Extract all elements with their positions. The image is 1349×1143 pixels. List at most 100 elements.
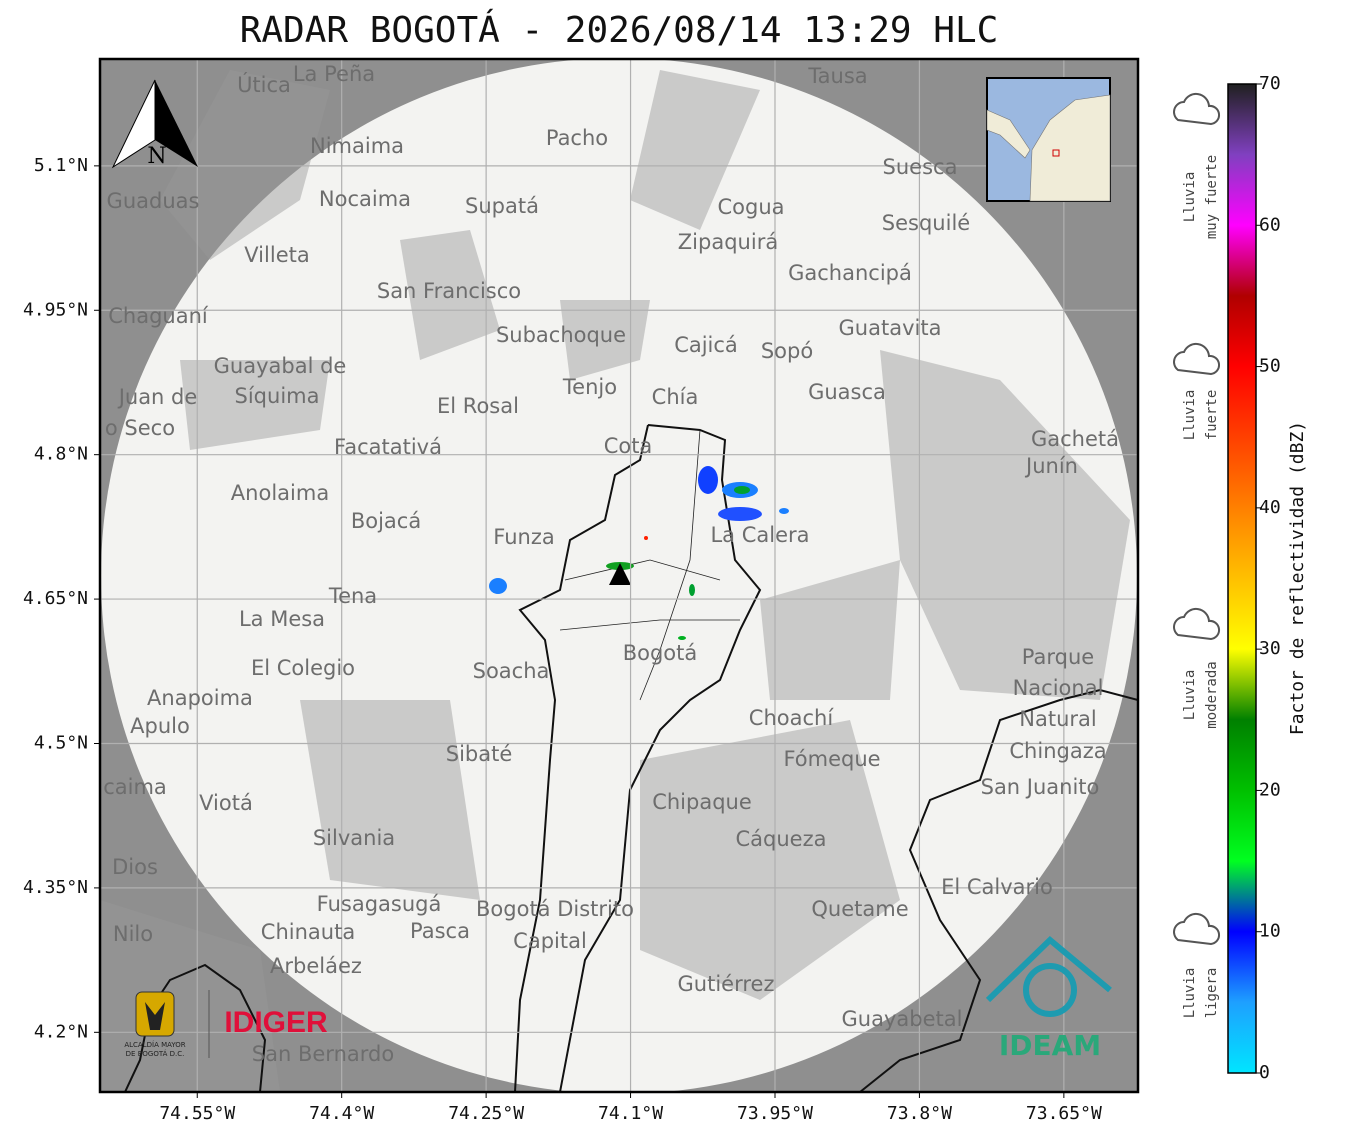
colorbar-tick-label: 40 <box>1259 497 1281 518</box>
alcaldia-line: DE BOGOTÁ D.C. <box>126 1049 185 1058</box>
place-label: Tausa <box>807 64 867 88</box>
colorbar-tick-label: 60 <box>1259 214 1281 235</box>
rain-label: muy fuerte <box>1204 155 1220 239</box>
place-label: La Peña <box>293 62 375 86</box>
place-label: Tena <box>328 584 377 608</box>
x-tick-label: 74.1°W <box>598 1103 663 1124</box>
place-label: Bogotá <box>623 641 698 665</box>
place-label: Nilo <box>113 922 153 946</box>
place-label: Nacional <box>1013 676 1104 700</box>
rain-label: ligera <box>1204 968 1220 1019</box>
colorbar-label: Factor de reflectividad (dBZ) <box>1287 421 1308 735</box>
place-label: Sesquilé <box>882 211 970 235</box>
place-label: Suesca <box>883 155 958 179</box>
alcaldia-logo: ALCALDÍA MAYOR DE BOGOTÁ D.C. IDIGER <box>124 990 328 1058</box>
place-label: Síquima <box>235 384 320 408</box>
place-label: Guaduas <box>107 189 200 213</box>
y-tick-label: 4.2°N <box>34 1021 88 1042</box>
place-label: Nocaima <box>319 187 411 211</box>
place-label: Silvania <box>313 826 395 850</box>
place-label: Villeta <box>244 243 309 267</box>
place-label: Viotá <box>199 791 253 815</box>
place-label: Parque <box>1022 645 1094 669</box>
rain-label: Lluvia <box>1182 670 1198 721</box>
y-tick-label: 4.95°N <box>23 299 88 320</box>
place-label: Funza <box>493 525 554 549</box>
north-arrow: N <box>111 79 198 169</box>
place-label: Capital <box>513 929 587 953</box>
rain-label: Lluvia <box>1182 968 1198 1019</box>
place-label: Guayabal de <box>214 354 347 378</box>
cloud-icon <box>1173 912 1220 946</box>
place-label: Pasca <box>410 919 470 943</box>
idiger-logo: IDIGER <box>224 1006 328 1039</box>
map-frame <box>98 57 1140 1094</box>
radar-echoes <box>489 466 789 640</box>
cloud-icon <box>1173 92 1220 126</box>
place-label: San Francisco <box>377 279 521 303</box>
rain-category: Lluvia moderada <box>1173 607 1220 729</box>
grid <box>100 59 1138 1092</box>
place-label: San Bernardo <box>252 1042 394 1066</box>
x-tick-label: 74.55°W <box>159 1103 235 1124</box>
place-label: Choachí <box>749 706 835 730</box>
place-label: Junín <box>1024 454 1078 478</box>
place-label: Dios <box>112 855 158 879</box>
place-label: Supatá <box>465 194 539 218</box>
place-label: Chingaza <box>1009 739 1106 763</box>
y-tick-label: 4.8°N <box>34 444 88 465</box>
rain-label: moderada <box>1204 661 1220 728</box>
x-tick-label: 74.25°W <box>448 1103 524 1124</box>
cloud-icon <box>1173 342 1220 376</box>
colorbar-tick-label: 10 <box>1259 921 1281 942</box>
rain-categories: Lluvia muy fuerte Lluvia fuerte Lluvia modera… <box>1173 92 1220 1019</box>
place-label: Facatativá <box>334 435 442 459</box>
place-label: Útica <box>237 72 291 97</box>
rain-category: Lluvia ligera <box>1173 912 1220 1019</box>
place-label: Bogotá Distrito <box>476 897 634 921</box>
place-label: Soacha <box>473 659 550 683</box>
place-label: Chía <box>652 385 699 409</box>
alcaldia-line: ALCALDÍA MAYOR <box>124 1040 185 1049</box>
place-label: Sibaté <box>446 742 513 766</box>
cloud-icon <box>1173 607 1220 641</box>
place-label: Zipaquirá <box>678 230 778 254</box>
inset-map <box>986 77 1111 202</box>
place-label: Fusagasugá <box>317 892 442 916</box>
rain-category: Lluvia fuerte <box>1173 342 1220 441</box>
place-label: Guatavita <box>839 316 942 340</box>
rain-label: Lluvia <box>1182 390 1198 441</box>
place-label: Anapoima <box>147 686 253 710</box>
localities <box>559 429 740 701</box>
place-label: caima <box>103 775 167 799</box>
rain-category: Lluvia muy fuerte <box>1173 92 1220 239</box>
relief <box>100 70 1130 1092</box>
place-label: Fómeque <box>783 747 880 771</box>
place-label: Nimaima <box>310 134 404 158</box>
colorbar <box>1227 83 1257 1074</box>
place-label: o Seco <box>105 416 175 440</box>
place-label: Chinauta <box>261 920 355 944</box>
x-tick-label: 73.8°W <box>887 1103 952 1124</box>
place-label: El Calvario <box>941 875 1053 899</box>
place-label: Tenjo <box>562 375 617 399</box>
place-label: La Calera <box>710 523 809 547</box>
place-label: Subachoque <box>496 323 626 347</box>
place-label: Pacho <box>546 126 608 150</box>
x-tick-label: 74.4°W <box>309 1103 374 1124</box>
place-label: Bojacá <box>351 509 421 533</box>
place-label: Cogua <box>717 195 784 219</box>
y-tick-label: 5.1°N <box>34 155 88 176</box>
colorbar-ticks: 0 10 20 30 40 50 60 70 <box>1256 73 1281 1083</box>
place-label: El Colegio <box>251 656 355 680</box>
y-tick-label: 4.65°N <box>23 588 88 609</box>
x-tick-label: 73.95°W <box>737 1103 813 1124</box>
place-label: Sopó <box>761 339 813 363</box>
rain-label: Lluvia <box>1182 172 1198 223</box>
colorbar-tick-label: 0 <box>1259 1062 1270 1083</box>
y-tick-label: 4.5°N <box>34 732 88 753</box>
